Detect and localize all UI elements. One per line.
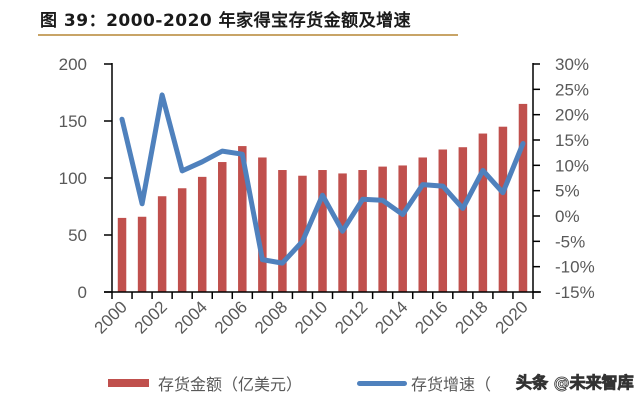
x-tick-label: 2008: [251, 297, 291, 337]
x-tick-label: 2002: [131, 297, 171, 337]
bar-2010: [318, 170, 327, 292]
legend-item-inventory: 存货金额（亿美元）: [108, 370, 302, 396]
right-tick-label: 0%: [555, 207, 580, 226]
bar-2018: [479, 134, 488, 292]
bar-2001: [138, 217, 147, 292]
legend-line-swatch: [357, 381, 407, 386]
left-tick-label: 100: [59, 169, 87, 188]
x-tick-label: 2010: [291, 297, 331, 337]
right-tick-label: -5%: [555, 232, 585, 251]
left-tick-label: 50: [68, 226, 87, 245]
bar-2020: [519, 104, 528, 292]
x-tick-label: 2016: [411, 297, 451, 337]
x-tick-label: 2000: [91, 297, 131, 337]
legend-bar-swatch: [108, 379, 149, 387]
left-tick-label: 200: [59, 55, 87, 74]
legend-item-growth: 存货增速（: [357, 370, 491, 396]
right-tick-label: 25%: [555, 80, 589, 99]
watermark: 头条 @未来智库: [516, 370, 634, 396]
x-tick-label: 2004: [171, 297, 211, 337]
x-tick-label: 2014: [371, 297, 411, 337]
legend-line-label: 存货增速（: [411, 371, 491, 395]
bar-2008: [278, 170, 287, 292]
left-tick-label: 150: [59, 112, 87, 131]
bar-2004: [198, 177, 207, 292]
right-tick-label: 5%: [555, 182, 580, 201]
bar-2005: [218, 162, 227, 292]
bar-2015: [418, 157, 427, 292]
right-tick-label: -10%: [555, 258, 595, 277]
x-tick-label: 2012: [331, 297, 371, 337]
right-tick-label: 30%: [555, 55, 589, 74]
bar-2002: [158, 196, 167, 292]
bar-2000: [118, 218, 127, 292]
right-tick-label: 10%: [555, 156, 589, 175]
legend-bar-label: 存货金额（亿美元）: [158, 371, 302, 395]
bar-2012: [358, 170, 367, 292]
left-tick-label: 0: [78, 283, 87, 302]
right-tick-label: 20%: [555, 106, 589, 125]
bar-2007: [258, 157, 267, 292]
x-tick-label: 2018: [452, 297, 492, 337]
bar-2013: [378, 167, 387, 292]
x-tick-label: 2006: [211, 297, 251, 337]
right-tick-label: 15%: [555, 131, 589, 150]
bar-2003: [178, 188, 187, 292]
right-tick-label: -15%: [555, 283, 595, 302]
bar-2014: [398, 165, 407, 292]
bar-2017: [459, 147, 468, 292]
bar-2016: [439, 150, 448, 293]
x-tick-label: 2020: [492, 297, 532, 337]
bar-2019: [499, 127, 508, 292]
